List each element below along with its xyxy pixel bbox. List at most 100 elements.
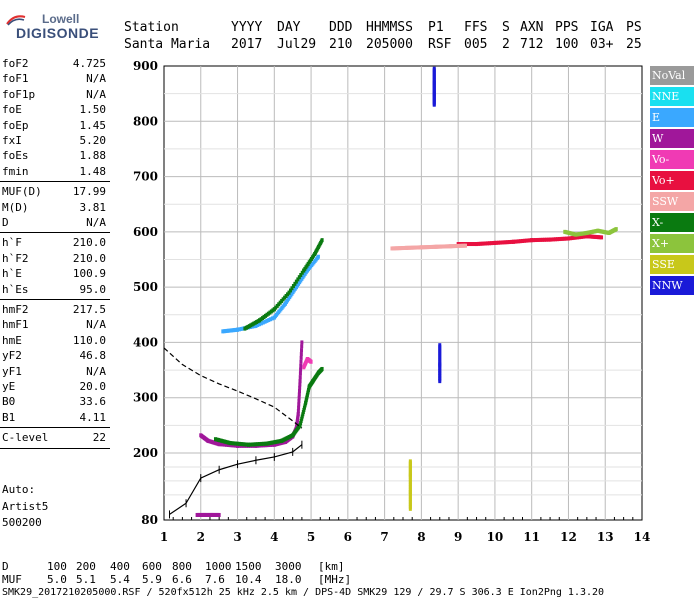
param-row: fmin 1.48 <box>0 164 112 179</box>
param-label: yF2 <box>2 349 22 363</box>
param-row: D N/A <box>0 215 112 230</box>
echo-point <box>467 242 471 247</box>
echo-point <box>572 235 576 240</box>
y-tick-label: 400 <box>133 335 158 349</box>
legend-item-ssw: SSW <box>650 192 694 211</box>
echo-point <box>230 443 234 448</box>
echo-point <box>299 363 303 368</box>
param-separator <box>0 447 110 449</box>
header-value-2: Jul29 <box>277 37 317 52</box>
echo-point <box>574 235 578 240</box>
x-tick-label: 13 <box>597 530 614 544</box>
param-value: 100.9 <box>72 267 106 281</box>
param-value: 4.725 <box>72 57 106 70</box>
echo-point <box>489 241 493 246</box>
echo-point <box>288 288 292 293</box>
echo-point <box>297 275 301 280</box>
param-separator <box>0 427 110 429</box>
echo-point <box>543 237 547 242</box>
echo-point <box>473 242 477 247</box>
param-label: M(D) <box>2 200 29 214</box>
echo-point <box>241 326 245 331</box>
legend-item-x: X+ <box>650 234 694 253</box>
footer-d-value: 1000 <box>205 560 232 573</box>
y-tick-label: 300 <box>133 391 158 405</box>
header-label-7: S <box>502 20 510 35</box>
polarization-legend: NoVal NNE E W Vo- Vo+ SSW X- X+ SSE NNW <box>650 66 694 297</box>
echo-point <box>217 512 221 517</box>
legend-item-nne: NNE <box>650 87 694 106</box>
echo-point <box>299 355 303 360</box>
echo-point <box>232 443 236 448</box>
y-tick-label: 80 <box>141 513 158 527</box>
echo-point <box>300 340 304 345</box>
echo-point <box>500 240 504 245</box>
param-label: hmE <box>2 333 22 347</box>
echo-point <box>541 237 545 242</box>
y-tick-label: 600 <box>133 225 158 239</box>
param-label: foE <box>2 103 22 117</box>
param-label: yE <box>2 380 16 393</box>
x-tick-label: 2 <box>197 530 205 544</box>
echo-point <box>258 442 262 447</box>
header-label-11: PS <box>626 20 642 35</box>
trace-w <box>199 340 304 448</box>
header-value-9: 100 <box>555 37 579 52</box>
echo-point <box>221 442 225 447</box>
trace-x <box>243 238 324 331</box>
header-label-9: PPS <box>555 20 579 35</box>
echo-point <box>263 441 267 446</box>
footer-muf-value: 5.4 <box>110 573 130 586</box>
echo-point <box>568 236 572 241</box>
echo-point <box>263 319 267 324</box>
header-label-1: YYYY <box>231 20 263 35</box>
density-profile-line <box>169 444 303 515</box>
echo-point <box>309 359 313 364</box>
param-value: N/A <box>86 72 106 86</box>
echo-point <box>269 317 273 322</box>
echo-point <box>217 442 221 447</box>
echo-point <box>245 442 249 447</box>
echo-point <box>464 243 468 248</box>
header-value-5: RSF <box>428 37 452 52</box>
echo-point <box>561 236 565 241</box>
echo-point <box>267 318 271 323</box>
param-row: h`F2 210.0 <box>0 251 112 266</box>
echo-point <box>300 348 304 353</box>
echo-point <box>432 66 436 71</box>
echo-point <box>486 241 490 246</box>
header-value-6: 005 <box>464 37 488 52</box>
echo-point <box>302 405 306 410</box>
plot-frame <box>163 65 643 521</box>
echo-point <box>300 414 304 419</box>
param-label: h`F <box>2 236 22 250</box>
echo-point <box>228 441 232 446</box>
echo-point <box>252 442 256 447</box>
echo-point <box>300 344 304 349</box>
echo-point <box>239 442 243 447</box>
param-value: 210.0 <box>72 251 106 265</box>
echo-point <box>495 240 499 245</box>
echo-point <box>219 442 223 447</box>
echo-point <box>236 327 240 332</box>
echo-point <box>570 236 574 241</box>
footer-muf-value: 7.6 <box>205 573 225 586</box>
param-value: N/A <box>86 216 106 229</box>
echo-point <box>296 408 300 413</box>
x-tick-label: 7 <box>380 530 388 544</box>
y-tick-label: 800 <box>133 114 158 128</box>
footer-file-info: SMK29_2017210205000.RSF / 520fx512h 25 k… <box>2 587 605 598</box>
footer-muf-value: 18.0 <box>275 573 302 586</box>
echo-point <box>296 412 300 417</box>
param-row: yE 20.0 <box>0 379 112 394</box>
param-row: B1 4.11 <box>0 410 112 425</box>
trace-nnw <box>432 66 436 107</box>
header-label-0: Station <box>124 20 179 35</box>
param-row: MUF(D) 17.99 <box>0 184 112 199</box>
header-label-3: DDD <box>329 20 353 35</box>
echo-point <box>476 241 480 246</box>
legend-item-e: E <box>650 108 694 127</box>
x-tick-label: 11 <box>523 530 540 544</box>
footer-d-value: 600 <box>142 560 162 573</box>
echo-point <box>320 366 324 371</box>
